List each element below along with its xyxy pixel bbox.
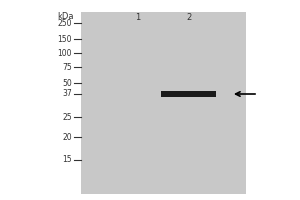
Bar [81,12,246,194]
Text: 250: 250 [58,19,72,27]
Text: 100: 100 [58,48,72,58]
Text: 15: 15 [62,156,72,164]
Text: 1: 1 [135,13,141,22]
Text: 2: 2 [186,13,192,22]
Text: 25: 25 [62,112,72,121]
Text: 150: 150 [58,34,72,44]
Text: 75: 75 [62,62,72,72]
Bar [160,91,216,97]
Text: 37: 37 [62,90,72,98]
Text: 20: 20 [62,133,72,142]
Text: 50: 50 [62,78,72,88]
Text: kDa: kDa [57,12,74,21]
